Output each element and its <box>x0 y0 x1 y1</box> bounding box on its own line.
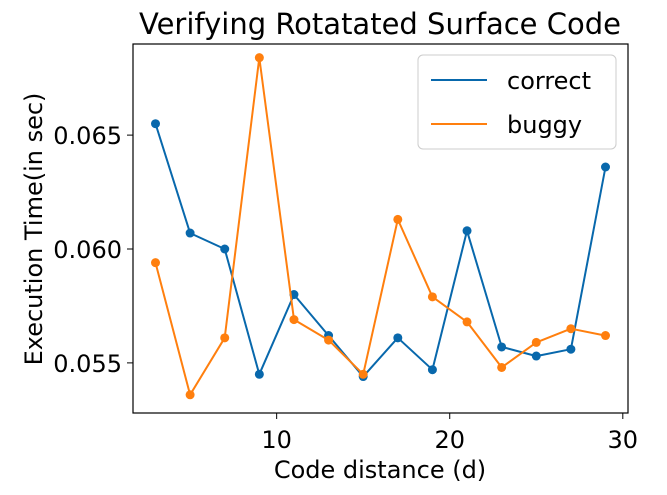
data-point-buggy <box>358 369 368 379</box>
x-tick-label: 30 <box>608 426 639 454</box>
data-point-buggy <box>220 333 230 343</box>
legend: correct buggy <box>417 54 617 150</box>
data-point-buggy <box>566 324 576 334</box>
x-axis: 10 20 30 <box>261 413 638 454</box>
x-tick-label: 20 <box>434 426 465 454</box>
series-layer <box>151 53 610 400</box>
series-correct <box>151 119 610 382</box>
data-point-correct <box>393 333 403 343</box>
chart-title: Verifying Rotatated Surface Code <box>139 7 621 41</box>
legend-label-correct: correct <box>507 67 591 95</box>
legend-label-buggy: buggy <box>507 111 582 139</box>
data-point-buggy <box>497 362 507 372</box>
data-point-correct <box>427 365 437 375</box>
y-axis-label: Execution Time(in sec) <box>20 93 48 366</box>
data-point-correct <box>151 119 160 129</box>
data-point-correct <box>497 342 507 352</box>
y-tick-label: 0.065 <box>53 122 122 150</box>
data-point-buggy <box>185 390 195 400</box>
data-point-correct <box>254 369 264 379</box>
data-point-correct <box>462 226 472 236</box>
x-tick-label: 10 <box>261 426 292 454</box>
data-point-buggy <box>462 317 472 327</box>
data-point-correct <box>220 244 230 254</box>
data-point-correct <box>185 228 195 238</box>
data-point-buggy <box>531 337 541 347</box>
y-tick-label: 0.055 <box>53 350 122 378</box>
data-point-buggy <box>427 292 437 302</box>
data-point-correct <box>566 344 576 354</box>
data-point-buggy <box>254 53 264 63</box>
legend-box <box>417 54 617 150</box>
data-point-buggy <box>601 331 610 341</box>
data-point-buggy <box>393 214 403 224</box>
data-point-buggy <box>289 315 299 325</box>
y-tick-label: 0.060 <box>53 236 122 264</box>
series-buggy <box>151 53 610 400</box>
x-axis-label: Code distance (d) <box>274 456 486 484</box>
data-point-buggy <box>151 258 160 268</box>
data-point-correct <box>601 162 610 172</box>
series-line-buggy <box>154 56 606 396</box>
data-point-buggy <box>324 335 334 345</box>
series-line-correct <box>154 123 607 378</box>
data-point-correct <box>531 351 541 361</box>
y-axis: 0.055 0.060 0.065 <box>53 122 133 378</box>
